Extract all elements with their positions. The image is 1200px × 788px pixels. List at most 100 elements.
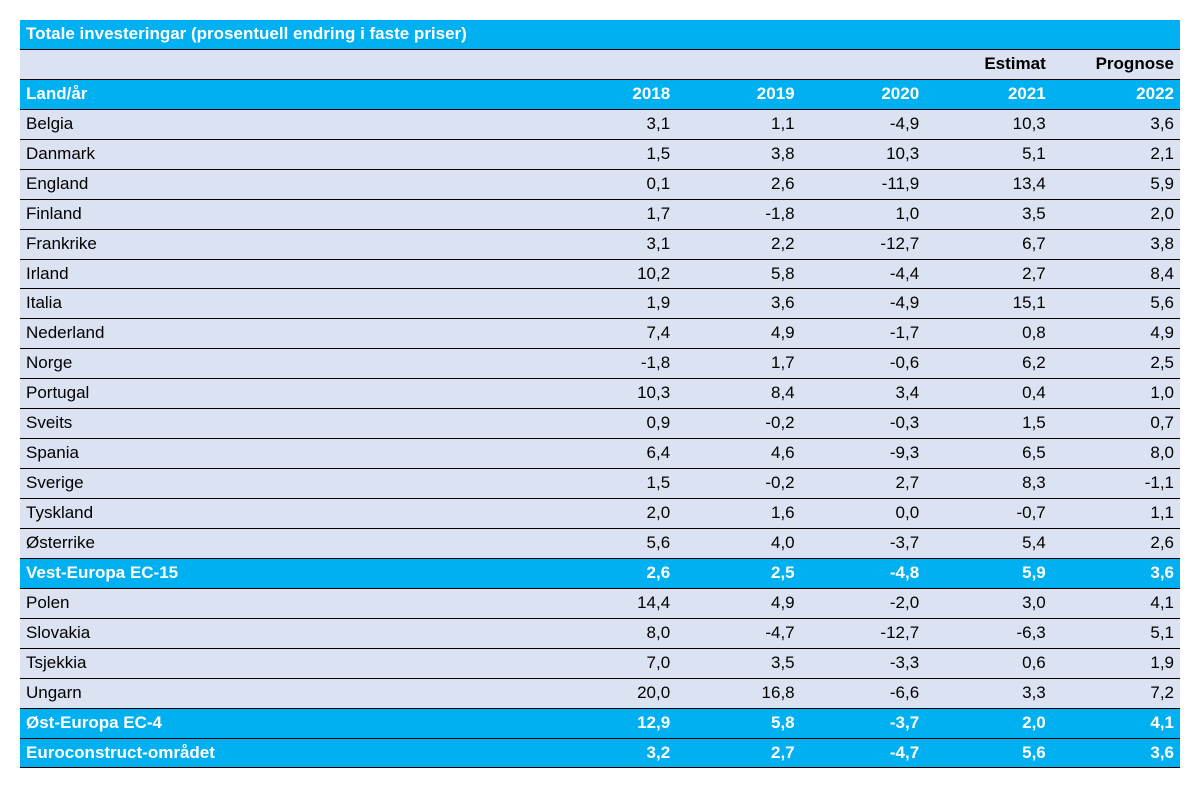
row-value: 3,5 [676,648,800,678]
row-value: 5,6 [552,528,676,558]
grand-summary-value: 3,6 [1052,738,1180,768]
row-value: 13,4 [925,169,1052,199]
row-value: 3,8 [1052,229,1180,259]
row-value: 3,6 [1052,109,1180,139]
summary-value: 5,9 [925,558,1052,588]
row-value: 16,8 [676,678,800,708]
row-value: 4,9 [1052,319,1180,349]
row-value: -4,9 [801,109,926,139]
row-label: Italia [20,289,552,319]
row-value: 1,5 [552,139,676,169]
table-row: Spania6,44,6-9,36,58,0 [20,439,1180,469]
table-row: Belgia3,11,1-4,910,33,6 [20,109,1180,139]
column-header: 2021 [925,79,1052,109]
row-value: 2,7 [801,469,926,499]
row-label: Spania [20,439,552,469]
table-row: Finland1,7-1,81,03,52,0 [20,199,1180,229]
row-label: England [20,169,552,199]
row-value: 3,4 [801,379,926,409]
row-value: 6,7 [925,229,1052,259]
row-value: 4,9 [676,588,800,618]
summary-value: -4,8 [801,558,926,588]
table-row: Portugal10,38,43,40,41,0 [20,379,1180,409]
row-value: 8,0 [1052,439,1180,469]
row-value: 7,2 [1052,678,1180,708]
row-label: Finland [20,199,552,229]
row-label: Norge [20,349,552,379]
summary-label: Øst-Europa EC-4 [20,708,552,738]
row-label: Tyskland [20,499,552,529]
table-row: Østerrike5,64,0-3,75,42,6 [20,528,1180,558]
row-value: 6,5 [925,439,1052,469]
summary-label: Vest-Europa EC-15 [20,558,552,588]
row-label: Sveits [20,409,552,439]
row-value: -3,3 [801,648,926,678]
row-value: -0,7 [925,499,1052,529]
section-summary-row: Vest-Europa EC-152,62,5-4,85,93,6 [20,558,1180,588]
row-value: -1,8 [552,349,676,379]
row-value: -1,7 [801,319,926,349]
row-value: -11,9 [801,169,926,199]
row-value: 0,1 [552,169,676,199]
row-value: 3,5 [925,199,1052,229]
row-value: 0,4 [925,379,1052,409]
row-value: 2,0 [1052,199,1180,229]
row-value: 1,7 [676,349,800,379]
table-row: England0,12,6-11,913,45,9 [20,169,1180,199]
row-value: 0,0 [801,499,926,529]
row-value: 0,6 [925,648,1052,678]
column-header-row: Land/år20182019202020212022 [20,79,1180,109]
row-value: 1,1 [1052,499,1180,529]
row-value: 1,9 [552,289,676,319]
row-value: 7,0 [552,648,676,678]
row-label: Sverige [20,469,552,499]
row-value: -6,6 [801,678,926,708]
summary-value: 2,5 [676,558,800,588]
grand-summary-value: 3,2 [552,738,676,768]
row-value: 1,7 [552,199,676,229]
column-header: 2019 [676,79,800,109]
table-row: Italia1,93,6-4,915,15,6 [20,289,1180,319]
section-summary-row: Øst-Europa EC-412,95,8-3,72,04,1 [20,708,1180,738]
row-label: Irland [20,259,552,289]
overhead-estimat: Estimat [925,49,1052,79]
summary-value: 2,0 [925,708,1052,738]
summary-value: 2,6 [552,558,676,588]
row-value: 2,1 [1052,139,1180,169]
row-value: 14,4 [552,588,676,618]
row-value: -4,9 [801,289,926,319]
row-value: 3,1 [552,109,676,139]
overhead-row: EstimatPrognose [20,49,1180,79]
row-value: 10,3 [925,109,1052,139]
table-row: Danmark1,53,810,35,12,1 [20,139,1180,169]
column-header: 2022 [1052,79,1180,109]
row-value: 8,4 [676,379,800,409]
row-value: -0,2 [676,409,800,439]
row-label: Tsjekkia [20,648,552,678]
row-value: -2,0 [801,588,926,618]
row-value: 20,0 [552,678,676,708]
row-value: -9,3 [801,439,926,469]
summary-value: 12,9 [552,708,676,738]
row-value: 0,8 [925,319,1052,349]
row-value: -0,6 [801,349,926,379]
row-value: 5,8 [676,259,800,289]
grand-summary-value: 2,7 [676,738,800,768]
table-row: Tsjekkia7,03,5-3,30,61,9 [20,648,1180,678]
row-value: 2,0 [552,499,676,529]
table-row: Sveits0,9-0,2-0,31,50,7 [20,409,1180,439]
row-value: -4,7 [676,618,800,648]
table-title: Totale investeringar (prosentuell endrin… [20,20,1180,49]
summary-value: 5,8 [676,708,800,738]
grand-summary-value: 5,6 [925,738,1052,768]
row-value: -4,4 [801,259,926,289]
table-row: Irland10,25,8-4,42,78,4 [20,259,1180,289]
row-value: -12,7 [801,618,926,648]
row-label: Frankrike [20,229,552,259]
row-value: 1,6 [676,499,800,529]
row-value: 1,1 [676,109,800,139]
row-value: 15,1 [925,289,1052,319]
row-value: 2,6 [1052,528,1180,558]
row-value: 2,6 [676,169,800,199]
row-label: Danmark [20,139,552,169]
